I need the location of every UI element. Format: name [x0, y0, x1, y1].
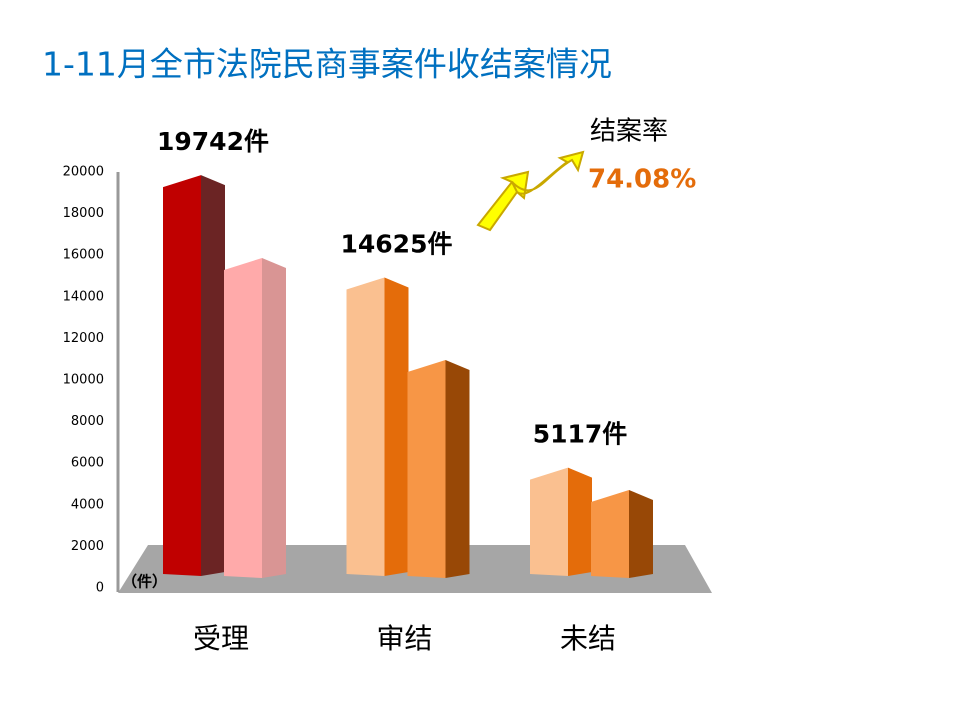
bar: [530, 467, 568, 576]
y-tick-label: 8000: [71, 414, 104, 429]
y-tick-label: 10000: [63, 373, 104, 388]
y-tick-label: 12000: [63, 331, 104, 346]
bar-side: [262, 258, 286, 578]
bar: [591, 490, 629, 578]
y-tick-label: 14000: [63, 289, 104, 304]
chart-title: 1-11月全市法院民商事案件收结案情况: [42, 45, 612, 84]
x-tick-label: 审结: [376, 622, 432, 655]
bar-side: [201, 175, 225, 576]
bar-side: [568, 467, 592, 576]
value-label: 14625件: [341, 230, 453, 259]
bar-side: [445, 360, 470, 578]
bar: [407, 360, 446, 578]
y-tick-label: 18000: [63, 206, 104, 221]
bar-side: [629, 490, 653, 578]
value-label: 5117件: [533, 420, 628, 449]
y-tick-label: 16000: [63, 248, 104, 263]
bar: [163, 175, 201, 576]
rate-value: 74.08%: [588, 165, 696, 195]
trend-arrow: [476, 150, 585, 232]
bar: [224, 258, 262, 578]
x-tick-label: 未结: [560, 622, 616, 655]
y-tick-label: 20000: [63, 165, 104, 180]
y-unit-label: （件）: [122, 573, 167, 591]
bar-side: [384, 277, 409, 576]
y-tick-label: 4000: [71, 497, 104, 512]
x-tick-label: 受理: [193, 622, 249, 655]
value-label: 19742件: [157, 127, 269, 156]
rate-label: 结案率: [590, 117, 668, 147]
y-tick-label: 2000: [71, 539, 104, 554]
y-tick-label: 6000: [71, 456, 104, 471]
bar: [346, 277, 385, 576]
y-tick-label: 0: [96, 581, 104, 596]
